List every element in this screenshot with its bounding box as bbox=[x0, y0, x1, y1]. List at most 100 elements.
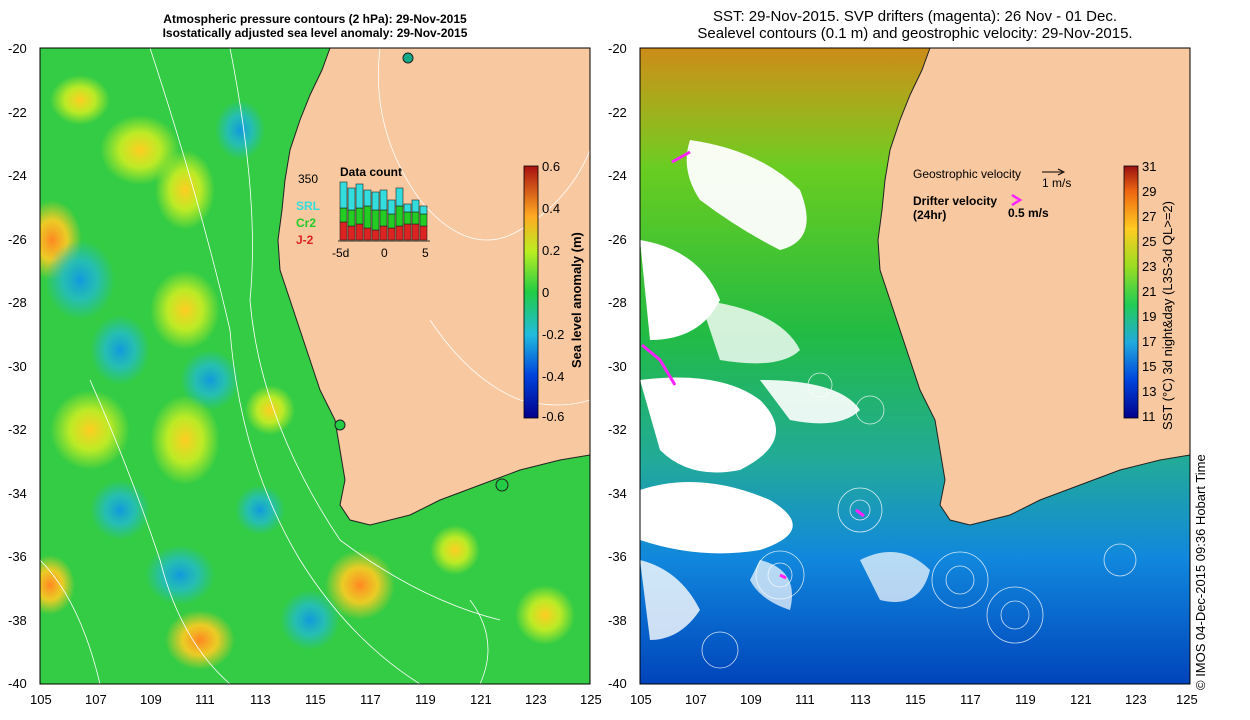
left-ytick-5: -30 bbox=[8, 359, 27, 374]
drifter-label: Drifter velocity bbox=[913, 194, 997, 208]
sla-colorbar-label: Sea level anomaly (m) bbox=[569, 232, 584, 368]
legend-cr2: Cr2 bbox=[296, 216, 316, 230]
sst-tick-8: 15 bbox=[1142, 359, 1156, 374]
left-xtick-9: 123 bbox=[525, 692, 547, 707]
drifter-arrow-icon bbox=[1011, 193, 1023, 207]
imos-credit: © IMOS 04-Dec-2015 09:36 Hobart Time bbox=[1193, 454, 1208, 690]
right-xtick-2: 109 bbox=[740, 692, 762, 707]
right-xtick-10: 125 bbox=[1176, 692, 1198, 707]
left-title-line1: Atmospheric pressure contours (2 hPa): 2… bbox=[163, 12, 467, 26]
right-map bbox=[640, 48, 1190, 684]
right-xtick-6: 117 bbox=[960, 692, 981, 707]
sst-tick-9: 13 bbox=[1142, 384, 1156, 399]
sst-tick-10: 11 bbox=[1142, 409, 1156, 424]
right-y-axis: -20 -22 -24 -26 -28 -30 -32 -34 -36 -38 … bbox=[608, 41, 627, 691]
right-ytick-4: -28 bbox=[608, 295, 627, 310]
pressure-contours-left bbox=[40, 48, 590, 684]
left-xtick-0: 105 bbox=[30, 692, 52, 707]
right-xtick-4: 113 bbox=[850, 692, 871, 707]
right-ytick-0: -20 bbox=[608, 41, 627, 56]
left-xtick-8: 121 bbox=[470, 692, 492, 707]
right-ytick-6: -32 bbox=[608, 422, 627, 437]
sla-tick-0: 0.6 bbox=[542, 159, 560, 174]
right-ytick-2: -24 bbox=[608, 168, 627, 183]
data-count-inset: Data count 350 SRL Cr2 J-2 -5d 0 5 bbox=[296, 165, 430, 260]
coastal-islands-left bbox=[334, 52, 509, 492]
sst-colorbar-ticks: 31 29 27 25 23 21 19 17 15 13 11 bbox=[1142, 159, 1156, 424]
right-ytick-1: -22 bbox=[608, 105, 627, 120]
right-xtick-7: 119 bbox=[1015, 692, 1036, 707]
left-panel-title: Atmospheric pressure contours (2 hPa): 2… bbox=[40, 12, 590, 40]
left-xtick-1: 107 bbox=[85, 692, 107, 707]
sea-level-contours-right bbox=[701, 372, 1137, 669]
right-xtick-5: 115 bbox=[905, 692, 926, 707]
data-count-xtick-2: 5 bbox=[422, 246, 429, 260]
drifter-sub: (24hr) bbox=[913, 208, 946, 222]
right-ytick-8: -36 bbox=[608, 549, 627, 564]
right-xtick-1: 107 bbox=[685, 692, 707, 707]
legend-j2: J-2 bbox=[296, 233, 314, 247]
left-x-axis: 105 107 109 111 113 115 117 119 121 123 … bbox=[30, 692, 602, 707]
left-ytick-2: -24 bbox=[8, 168, 27, 183]
left-ytick-4: -28 bbox=[8, 295, 27, 310]
right-colorbar: 31 29 27 25 23 21 19 17 15 13 11 SST (°C… bbox=[1123, 159, 1175, 430]
sla-tick-4: -0.2 bbox=[542, 327, 564, 342]
right-xtick-0: 105 bbox=[630, 692, 652, 707]
geostrophic-scale: 1 m/s bbox=[1042, 176, 1071, 190]
sla-tick-6: -0.6 bbox=[542, 409, 564, 424]
legend-srl: SRL bbox=[296, 199, 320, 213]
left-ytick-7: -34 bbox=[8, 486, 27, 501]
sla-tick-2: 0.2 bbox=[542, 243, 560, 258]
left-ytick-10: -40 bbox=[8, 676, 27, 691]
geostrophic-label: Geostrophic velocity bbox=[913, 167, 1021, 181]
sla-tick-5: -0.4 bbox=[542, 369, 564, 384]
left-xtick-2: 109 bbox=[140, 692, 162, 707]
sst-colorbar bbox=[1123, 165, 1139, 419]
left-ytick-1: -22 bbox=[8, 105, 27, 120]
left-xtick-7: 119 bbox=[415, 692, 436, 707]
sla-colorbar-ticks: 0.6 0.4 0.2 0 -0.2 -0.4 -0.6 bbox=[542, 159, 564, 424]
data-count-bars bbox=[339, 181, 428, 241]
land-mass-right bbox=[877, 48, 1190, 526]
left-ytick-6: -32 bbox=[8, 422, 27, 437]
sst-tick-7: 17 bbox=[1142, 334, 1156, 349]
sst-tick-2: 27 bbox=[1142, 209, 1156, 224]
right-title-line1: SST: 29-Nov-2015. SVP drifters (magenta)… bbox=[712, 8, 1118, 25]
sst-tick-6: 19 bbox=[1142, 309, 1156, 324]
left-title-line2: Isostatically adjusted sea level anomaly… bbox=[162, 26, 468, 40]
sst-tick-0: 31 bbox=[1142, 159, 1156, 174]
sst-tick-4: 23 bbox=[1142, 259, 1156, 274]
left-ytick-0: -20 bbox=[8, 41, 27, 56]
right-ytick-10: -40 bbox=[608, 676, 627, 691]
right-x-axis: 105 107 109 111 113 115 117 119 121 123 … bbox=[630, 692, 1198, 707]
sea-level-anomaly-blobs bbox=[40, 75, 575, 670]
left-xtick-5: 115 bbox=[305, 692, 326, 707]
data-count-title: Data count bbox=[340, 165, 402, 179]
left-y-axis: -20 -22 -24 -26 -28 -30 -32 -34 -36 -38 … bbox=[8, 41, 27, 691]
sla-tick-3: 0 bbox=[542, 285, 549, 300]
cloud-mask bbox=[640, 140, 930, 640]
sst-tick-1: 29 bbox=[1142, 184, 1156, 199]
left-xtick-6: 117 bbox=[360, 692, 381, 707]
data-count-xtick-1: 0 bbox=[381, 246, 388, 260]
drifter-scale: 0.5 m/s bbox=[1008, 206, 1049, 220]
left-xtick-10: 125 bbox=[580, 692, 602, 707]
right-xtick-9: 123 bbox=[1125, 692, 1147, 707]
left-ytick-3: -26 bbox=[8, 232, 27, 247]
left-colorbar: 0.6 0.4 0.2 0 -0.2 -0.4 -0.6 Sea level a… bbox=[523, 159, 584, 424]
data-count-max: 350 bbox=[298, 172, 318, 186]
left-xtick-4: 113 bbox=[250, 692, 271, 707]
right-xtick-3: 111 bbox=[795, 692, 815, 707]
right-panel-title: SST: 29-Nov-2015. SVP drifters (magenta)… bbox=[640, 8, 1190, 42]
right-xtick-8: 121 bbox=[1070, 692, 1092, 707]
land-mass-left bbox=[277, 48, 590, 526]
sla-tick-1: 0.4 bbox=[542, 201, 560, 216]
velocity-legend: Geostrophic velocity 1 m/s Drifter veloc… bbox=[913, 167, 1071, 222]
sla-colorbar bbox=[523, 165, 539, 419]
left-xtick-3: 111 bbox=[195, 692, 215, 707]
left-ytick-8: -36 bbox=[8, 549, 27, 564]
right-map-frame bbox=[639, 47, 1191, 685]
sst-tick-3: 25 bbox=[1142, 234, 1156, 249]
right-title-line2: Sealevel contours (0.1 m) and geostrophi… bbox=[697, 25, 1133, 42]
